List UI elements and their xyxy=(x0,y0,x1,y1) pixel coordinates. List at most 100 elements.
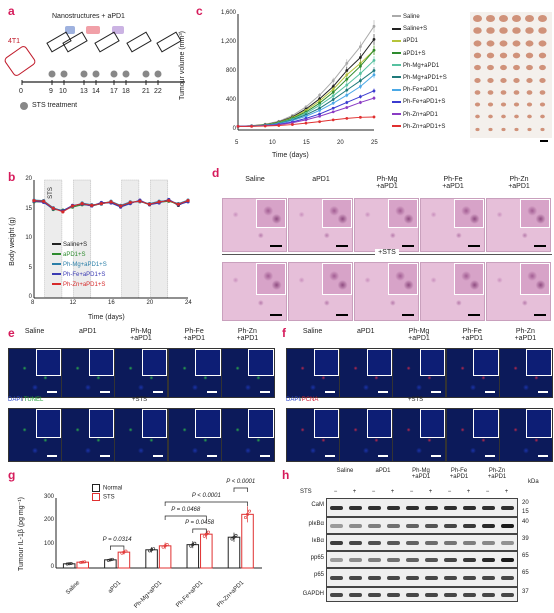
g-pvalue: P < 0.0001 xyxy=(191,493,221,499)
b-data-point xyxy=(90,203,94,207)
tumour-photo xyxy=(475,127,480,131)
g-replicate-point xyxy=(81,560,85,564)
blot-strip xyxy=(326,568,518,587)
c-data-point xyxy=(345,61,349,65)
blot-band xyxy=(444,593,457,598)
blot-strip xyxy=(326,498,518,517)
b-data-point xyxy=(109,200,113,204)
scale-bar xyxy=(534,314,546,316)
c-data-point xyxy=(318,93,321,97)
blot-band xyxy=(501,541,514,545)
c-ytick: 800 xyxy=(225,68,236,74)
g-replicate-point xyxy=(106,558,110,562)
e-inset xyxy=(248,409,274,439)
panel-d-label: d xyxy=(212,166,220,180)
legend-label: Ph-Mg+aPD1+S xyxy=(403,75,447,81)
he-tile xyxy=(420,198,485,252)
tumour-photo xyxy=(487,102,494,107)
c-data-point xyxy=(372,69,376,72)
legend-label: aPD1 xyxy=(403,38,419,45)
he-tile xyxy=(486,262,551,321)
g-pvalue: P < 0.0001 xyxy=(226,479,256,485)
blot-band xyxy=(482,541,495,545)
blot-strip xyxy=(326,587,518,602)
scale-bar xyxy=(325,455,335,457)
legend-label: aPD1+S xyxy=(403,50,426,57)
tumour-photo xyxy=(499,27,508,35)
h-band-names: CaM pIκBα IκBα pp65 p65 GAPDH xyxy=(292,498,324,604)
e-col-header: Ph-Zn +aPD1 xyxy=(236,328,259,343)
b-data-point xyxy=(42,199,46,203)
b-legend-item: aPD1+S xyxy=(52,252,86,258)
f-inset xyxy=(420,409,446,439)
tumour-photo xyxy=(538,15,547,22)
blot-band xyxy=(387,541,400,545)
he-inset xyxy=(255,199,286,229)
d-col-header: aPD1 xyxy=(312,176,330,183)
tumour-photo xyxy=(513,65,520,71)
scale-bar xyxy=(431,455,442,457)
blot-band xyxy=(425,505,438,510)
blot-band-kda: 37 xyxy=(522,589,529,595)
h-sts-sign: − xyxy=(485,489,490,495)
tumour-photo xyxy=(500,102,507,107)
legend-swatch xyxy=(392,113,401,116)
c-data-point xyxy=(372,59,376,62)
e-inset xyxy=(88,409,115,439)
blot-band xyxy=(501,505,514,510)
blot-band-kda: 39 xyxy=(522,536,529,542)
blot-band xyxy=(406,541,419,545)
blot-band xyxy=(349,593,362,598)
scale-bar xyxy=(47,455,57,457)
panel-g-label: g xyxy=(8,468,16,482)
he-inset xyxy=(453,263,484,295)
c-data-point xyxy=(331,79,335,83)
g-xtick-group: Saline aPD1 Ph-Mg+aPD1 Ph-Fe+aPD1 Ph-Zn+aPD1 xyxy=(0,568,270,610)
tumour-photo xyxy=(526,77,533,83)
blot-band xyxy=(406,593,419,598)
cell-line-label: 4T1 xyxy=(8,38,21,45)
legend-label: aPD1+S xyxy=(63,252,86,258)
blot-band xyxy=(463,541,476,545)
day-label: 0 xyxy=(19,88,23,95)
c-xlabel: Time (days) xyxy=(272,152,309,159)
scale-bar xyxy=(540,140,548,142)
he-tile xyxy=(486,198,551,252)
b-data-point xyxy=(32,199,36,203)
he-tile xyxy=(222,262,287,321)
blot-band xyxy=(387,558,400,562)
e-col-header: aPD1 xyxy=(79,328,97,335)
c-data-point xyxy=(345,73,349,77)
f-fluorescence-tile xyxy=(339,408,394,462)
e-col-header: Saline xyxy=(24,328,45,335)
tumour-photo xyxy=(513,90,520,95)
f-inset xyxy=(366,409,393,439)
g-sig-bracket xyxy=(110,545,125,550)
g-replicate-point xyxy=(108,558,112,562)
blot-band xyxy=(368,575,381,580)
legend-label: Saline xyxy=(403,14,420,20)
blot-band xyxy=(425,558,438,562)
c-data-point xyxy=(372,24,376,28)
legend-label: Normal xyxy=(103,485,123,492)
g-replicate-point xyxy=(232,535,236,539)
c-data-point xyxy=(318,101,321,105)
b-xtick: 16 xyxy=(108,300,115,306)
tumour-photo xyxy=(538,40,547,47)
c-data-point xyxy=(372,48,376,52)
scale-bar xyxy=(153,455,164,457)
scale-bar xyxy=(431,391,442,393)
h-band-kda: 20 15 40 39 65 65 37 xyxy=(522,498,552,604)
legend-label: Saline+S xyxy=(63,242,88,248)
f-inset xyxy=(420,349,446,376)
blot-band xyxy=(406,505,419,510)
c-data-point xyxy=(304,121,308,125)
g-ytick: 100 xyxy=(43,540,54,547)
b-xlabel: Time (days) xyxy=(88,314,125,321)
d-sts-label: +STS xyxy=(222,249,552,256)
b-legend-item: Saline+S xyxy=(52,242,87,248)
e-fluorescence-tile xyxy=(61,348,116,398)
b-data-point xyxy=(80,202,84,206)
c-legend-item: Saline xyxy=(392,14,420,20)
c-data-point xyxy=(318,106,321,110)
